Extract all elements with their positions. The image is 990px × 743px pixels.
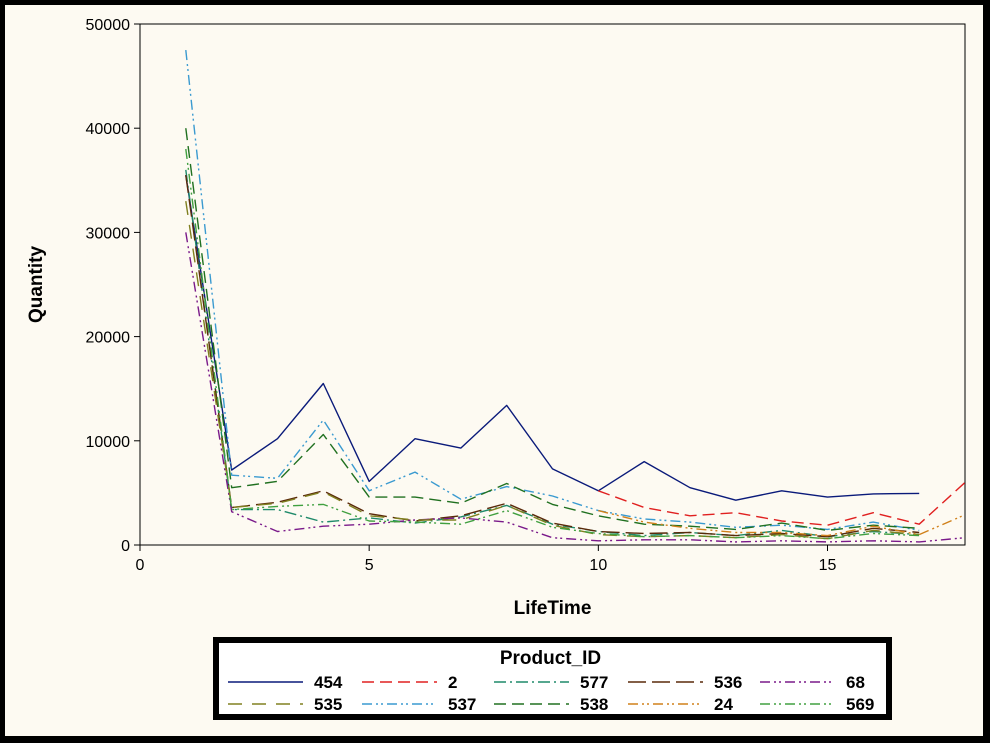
legend-label: 537 — [448, 695, 476, 714]
y-tick-label: 10000 — [86, 434, 131, 451]
series-line-569 — [185, 148, 920, 540]
y-tick-label: 0 — [121, 538, 130, 555]
chart-frame: 0 5 10 15 0 10000 20000 30000 40000 50000 LifeTim… — [5, 5, 983, 736]
legend-label: 535 — [314, 695, 342, 714]
legend-label: 577 — [580, 673, 608, 692]
legend-label: 24 — [714, 695, 733, 714]
legend-item-535: 535 — [228, 695, 342, 714]
y-tick-label: 50000 — [86, 17, 131, 34]
legend-label: 68 — [846, 673, 865, 692]
series-line-68 — [185, 232, 966, 543]
series-line-538 — [185, 128, 920, 532]
legend-item-536: 536 — [628, 673, 742, 692]
x-tick-label: 10 — [589, 557, 607, 574]
series-line-577 — [185, 169, 920, 538]
legend-label: 538 — [580, 695, 608, 714]
legend-item-68: 68 — [760, 673, 865, 692]
x-tick-label: 0 — [136, 557, 145, 574]
legend-item-24: 24 — [628, 695, 733, 714]
y-tick-label: 40000 — [86, 121, 131, 138]
x-axis-title: LifeTime — [514, 598, 592, 619]
series-line-2 — [598, 481, 966, 526]
legend-items: 454 2 577 536 68 535 537 538 24 569 — [228, 673, 874, 714]
series-layer — [185, 50, 966, 543]
legend-item-577: 577 — [494, 673, 608, 692]
legend-title: Product_ID — [500, 648, 601, 669]
series-line-536 — [185, 175, 920, 538]
series-line-537 — [185, 50, 920, 532]
x-tick-label: 5 — [365, 557, 374, 574]
y-axis-title: Quantity — [26, 246, 47, 323]
legend-item-454: 454 — [228, 673, 343, 692]
legend-item-538: 538 — [494, 695, 608, 714]
axes-layer: 0 5 10 15 0 10000 20000 30000 40000 50000 — [86, 17, 837, 574]
series-line-535 — [185, 200, 920, 540]
legend-item-537: 537 — [362, 695, 476, 714]
legend-item-2: 2 — [362, 673, 457, 692]
legend-item-569: 569 — [760, 695, 874, 714]
legend-label: 2 — [448, 673, 457, 692]
line-chart: 0 5 10 15 0 10000 20000 30000 40000 50000 LifeTim… — [26, 17, 966, 720]
series-line-454 — [185, 174, 920, 501]
plot-area — [139, 23, 966, 546]
legend-label: 569 — [846, 695, 874, 714]
y-tick-label: 30000 — [86, 225, 131, 242]
series-line-24 — [598, 509, 966, 537]
y-tick-label: 20000 — [86, 330, 131, 347]
legend: Product_ID 454 2 577 536 68 535 537 538 24 569 — [213, 637, 892, 720]
x-tick-label: 15 — [819, 557, 837, 574]
plot-border — [139, 23, 966, 546]
legend-label: 454 — [314, 673, 343, 692]
legend-label: 536 — [714, 673, 742, 692]
